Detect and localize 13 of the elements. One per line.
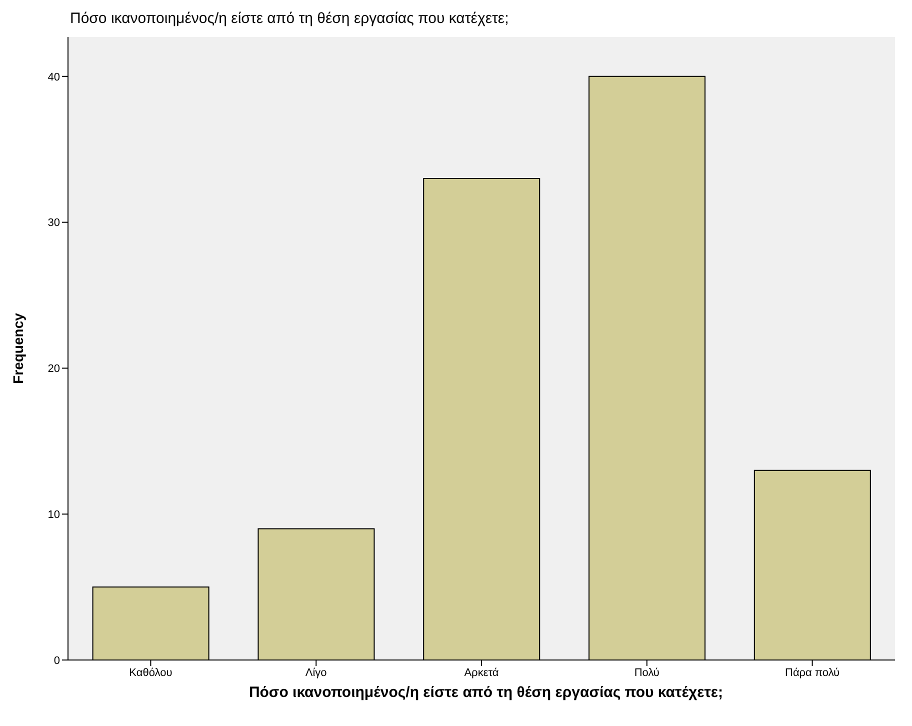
x-tick-label: Αρκετά	[464, 666, 500, 679]
y-tick-label: 0	[54, 654, 60, 667]
x-tick-label: Καθόλου	[129, 666, 172, 679]
x-tick-label: Πάρα πολύ	[785, 666, 840, 679]
y-axis-title: Frequency	[10, 312, 26, 384]
y-tick-label: 20	[48, 363, 60, 376]
y-tick-label: 40	[48, 71, 60, 84]
x-tick-label: Λίγο	[305, 666, 327, 679]
x-axis-title: Πόσο ικανοποιημένος/η είστε από τη θέση εργασίας που κατέχετε;	[248, 684, 724, 701]
x-tick-label: Πολύ	[634, 666, 660, 679]
y-tick-label: 10	[48, 509, 60, 522]
y-tick-label: 30	[48, 217, 60, 230]
chart-title: Πόσο ικανοποιημένος/η είστε από τη θέση εργασίας που κατέχετε;	[70, 10, 509, 27]
